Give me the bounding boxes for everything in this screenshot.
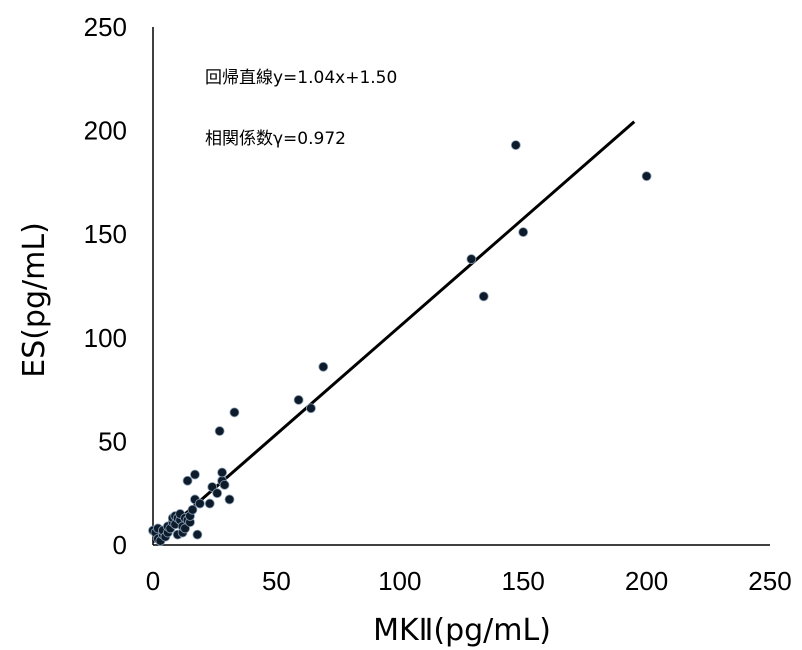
y-axis-title: ES(pg/mL) [17,222,52,378]
data-point [293,395,304,405]
x-axis-tick-labels: 0 50 100 150 200 250 [146,566,792,596]
data-point [192,529,203,540]
data-point [518,227,529,238]
data-point [214,426,225,436]
y-tick-label: 250 [84,12,127,42]
data-point [204,498,215,509]
data-point [306,403,316,414]
data-point [478,291,489,302]
y-tick-label: 200 [84,116,127,146]
regression-equation-annotation: 回帰直線y=1.04x+1.50 [205,68,397,88]
x-tick-label: 50 [262,566,291,596]
regression-line [152,120,636,544]
y-axis-tick-labels: 0 50 100 150 200 250 [84,12,127,560]
data-points [148,140,652,546]
y-tick-label: 0 [113,530,127,560]
data-point [182,475,193,486]
data-point [190,469,200,480]
data-point [217,467,228,478]
y-tick-label: 100 [84,323,127,353]
y-tick-label: 50 [98,426,127,456]
data-point [194,498,205,509]
x-tick-label: 150 [502,566,545,596]
data-point [466,254,477,264]
data-point [510,140,521,151]
data-point [187,504,198,515]
x-axis-title: MKⅡ(pg/mL) [373,613,551,648]
data-point [212,488,223,499]
data-point [318,361,329,372]
x-tick-label: 100 [378,566,421,596]
x-tick-label: 0 [146,566,160,596]
y-tick-label: 150 [84,219,127,249]
x-tick-label: 250 [748,566,791,596]
correlation-annotation: 相関係数γ=0.972 [205,129,346,149]
data-point [219,480,230,490]
data-point [641,171,652,182]
data-point [224,494,235,505]
data-point [229,407,240,418]
x-tick-label: 200 [625,566,668,596]
